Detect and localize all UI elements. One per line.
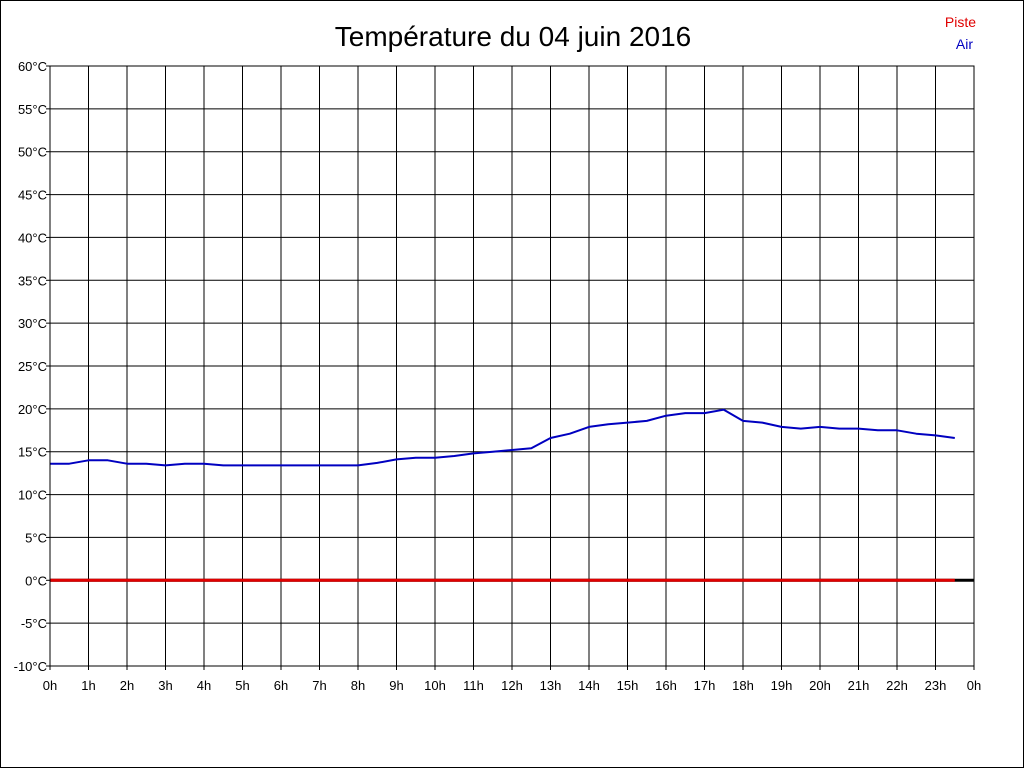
legend-air: Air (956, 36, 973, 52)
x-tick-label: 7h (312, 678, 326, 693)
series-layer (50, 408, 974, 582)
y-tick-label: 50°C (18, 145, 47, 160)
y-tick-label: -10°C (14, 659, 47, 674)
x-tick-label: 10h (424, 678, 446, 693)
x-tick-label: 21h (848, 678, 870, 693)
x-tick-label: 15h (617, 678, 639, 693)
series-line-air (50, 408, 955, 467)
x-tick-label: 22h (886, 678, 908, 693)
y-tick-label: 30°C (18, 316, 47, 331)
y-tick-label: 10°C (18, 488, 47, 503)
y-tick-label: 25°C (18, 359, 47, 374)
x-tick-label: 17h (694, 678, 716, 693)
x-tick-label: 23h (925, 678, 947, 693)
x-tick-label: 1h (81, 678, 95, 693)
x-tick-label: 8h (351, 678, 365, 693)
y-tick-label: 20°C (18, 402, 47, 417)
y-tick-label: 55°C (18, 102, 47, 117)
y-tick-label: 0°C (25, 573, 47, 588)
x-tick-label: 5h (235, 678, 249, 693)
x-tick-label: 4h (197, 678, 211, 693)
y-tick-label: 45°C (18, 188, 47, 203)
x-tick-label: 3h (158, 678, 172, 693)
x-axis-tick-labels: 0h 1h 2h 3h 4h 5h 6h 7h 8h 9h 10h 11h 12h 13h 14h 15h 16… (43, 678, 981, 693)
x-tick-label: 19h (771, 678, 793, 693)
x-tick-label: 6h (274, 678, 288, 693)
x-tick-label: 14h (578, 678, 600, 693)
x-tick-label: 0h (967, 678, 981, 693)
y-tick-label: 60°C (18, 59, 47, 74)
y-tick-label: 40°C (18, 230, 47, 245)
x-tick-label: 2h (120, 678, 134, 693)
x-tick-label: 13h (540, 678, 562, 693)
x-tick-label: 9h (389, 678, 403, 693)
x-tick-label: 12h (501, 678, 523, 693)
x-tick-label: 0h (43, 678, 57, 693)
x-tick-label: 20h (809, 678, 831, 693)
y-tick-label: 15°C (18, 445, 47, 460)
y-tick-label: 35°C (18, 273, 47, 288)
x-tick-label: 18h (732, 678, 754, 693)
legend-piste: Piste (945, 14, 976, 30)
x-tick-label: 11h (463, 678, 484, 693)
chart-title: Température du 04 juin 2016 (335, 21, 691, 52)
x-tick-label: 16h (655, 678, 677, 693)
y-tick-label: 5°C (25, 530, 47, 545)
plot-border (49, 65, 975, 667)
y-axis-tick-labels: 60°C 55°C 50°C 45°C 40°C 35°C 30°C 25°C 20°C 15°C… (14, 59, 47, 674)
y-tick-label: -5°C (21, 616, 47, 631)
